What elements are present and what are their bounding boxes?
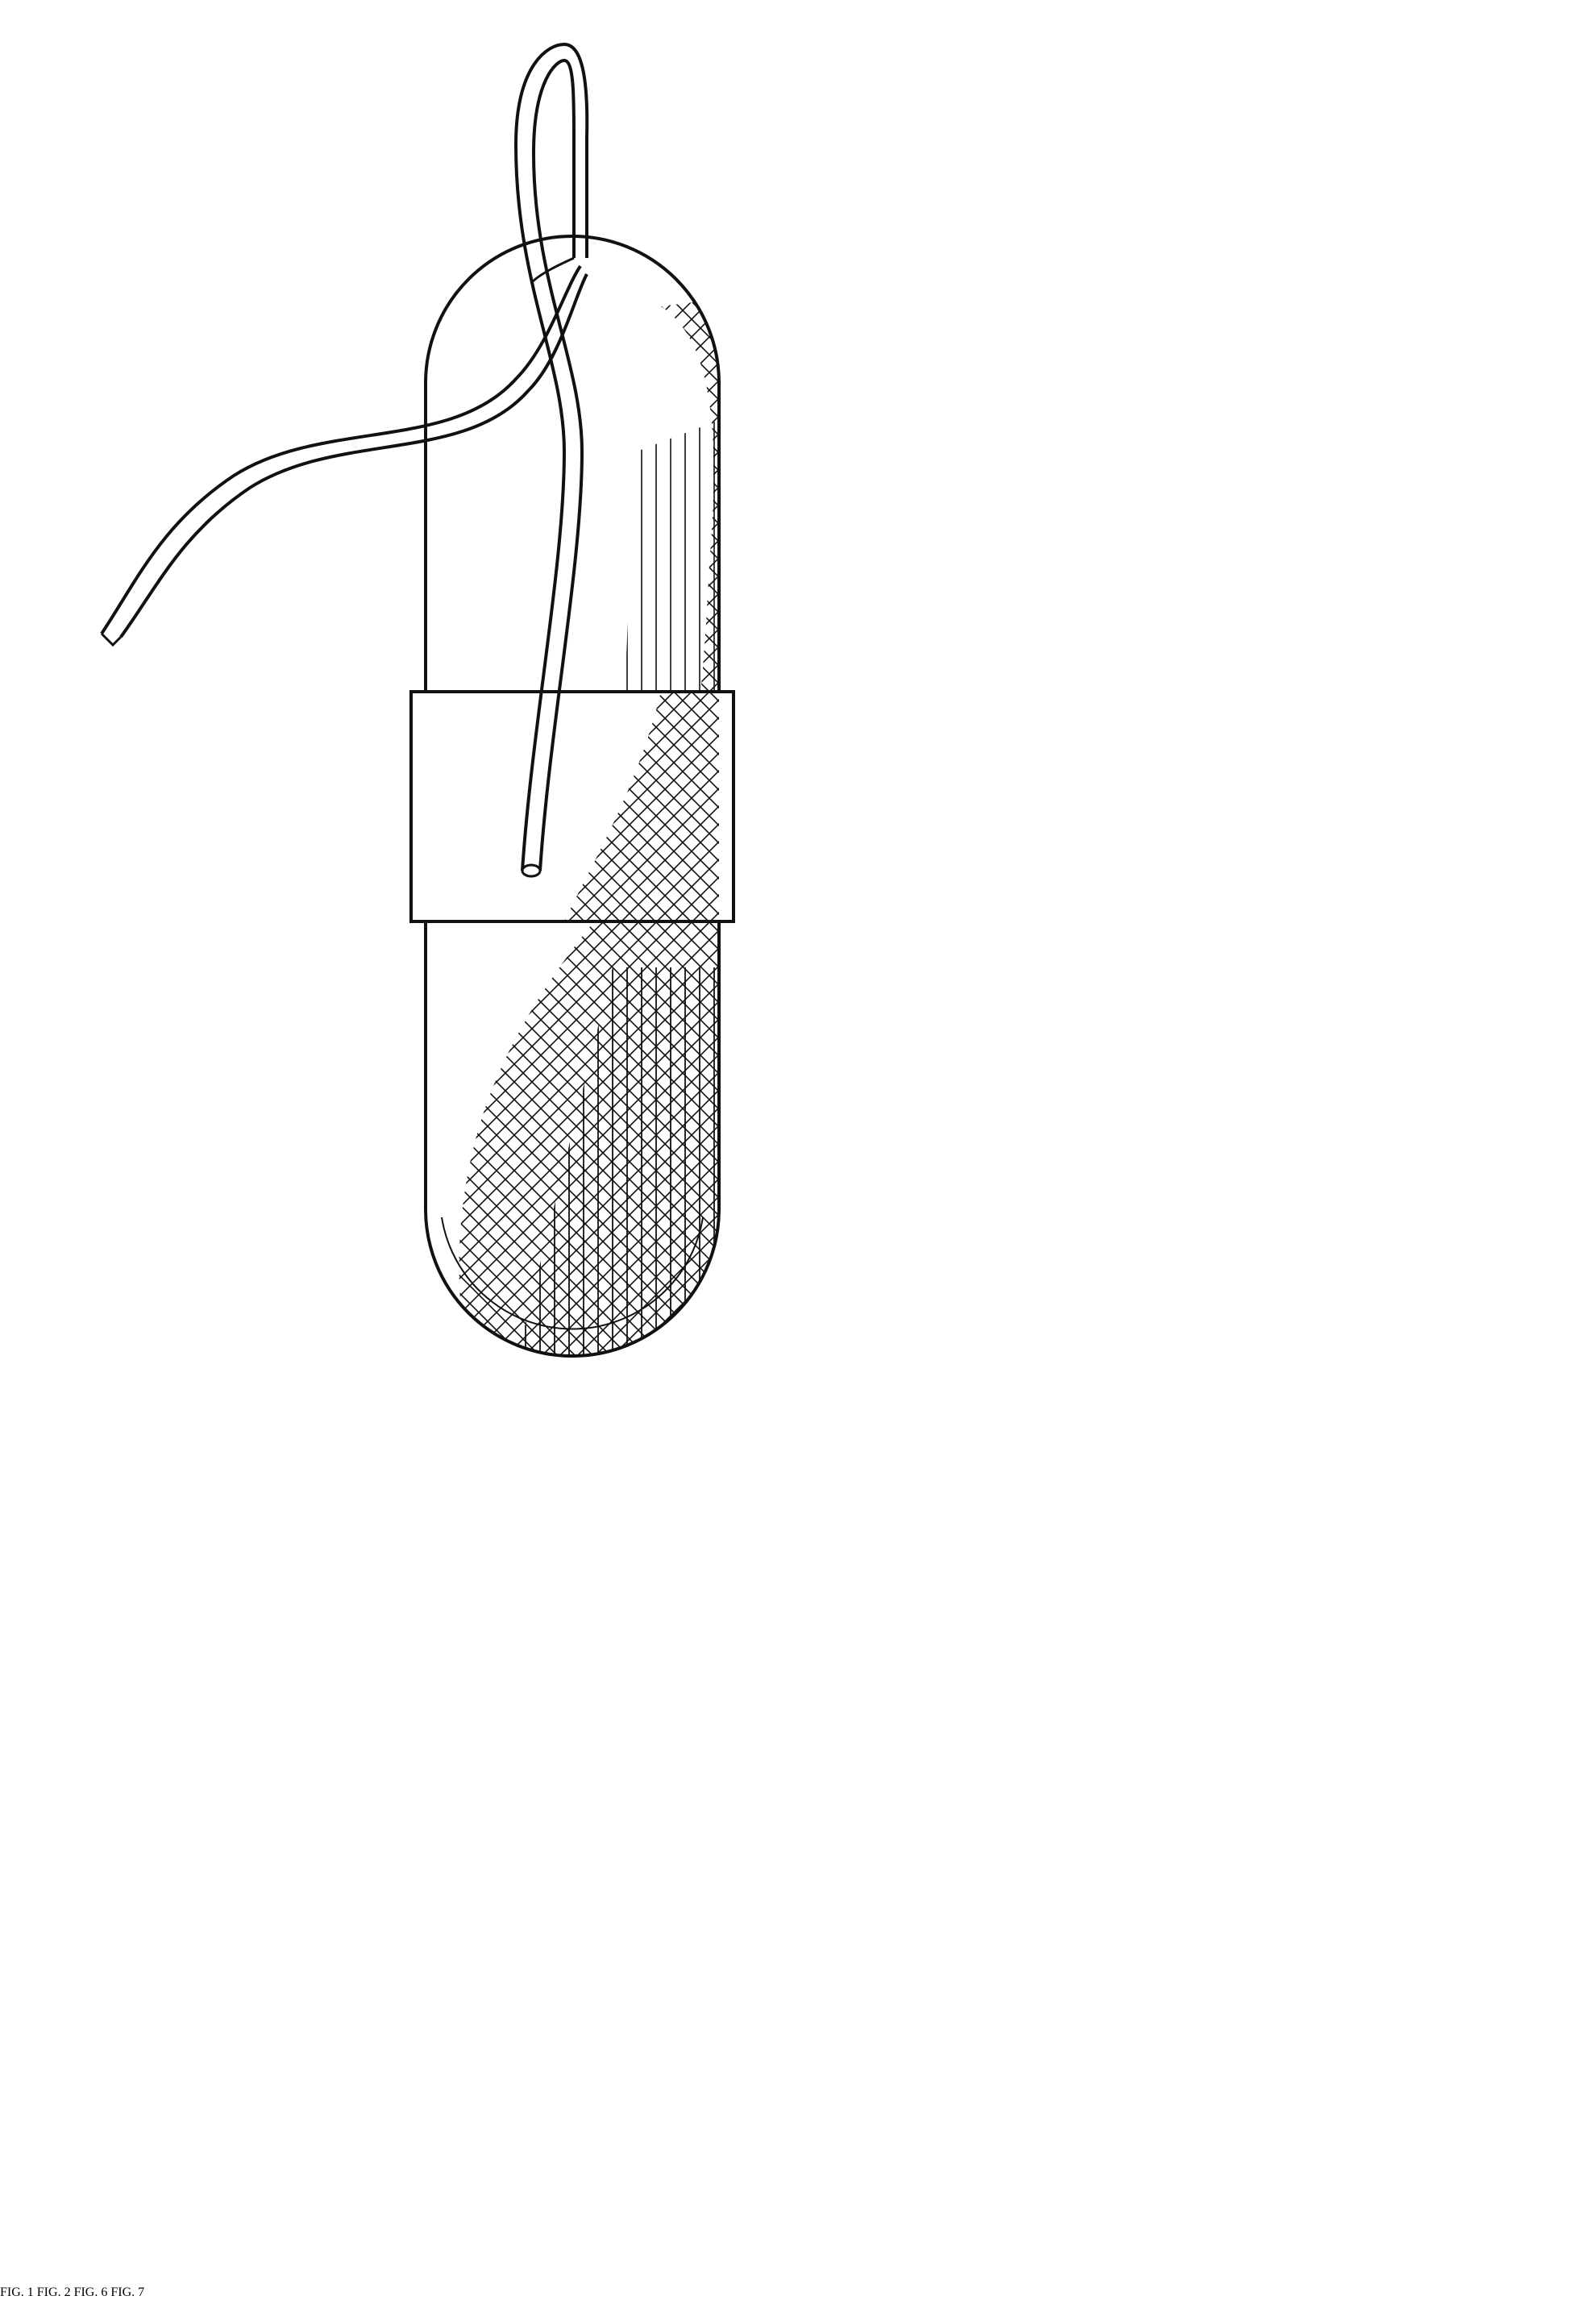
fig6-label: FIG. 6 — [74, 2285, 108, 2299]
fig7-label: FIG. 7 — [110, 2285, 144, 2299]
fig2-label: FIG. 2 — [37, 2285, 71, 2299]
figure-1-drawing — [102, 44, 734, 1370]
fig1-label: FIG. 1 — [0, 2285, 34, 2299]
fig1-string — [102, 266, 580, 634]
